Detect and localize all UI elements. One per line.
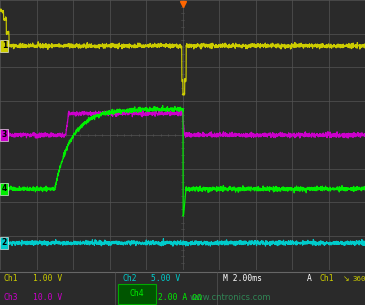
Text: A: A <box>307 274 311 283</box>
Text: 1.00 V: 1.00 V <box>33 274 62 283</box>
Text: 360mV: 360mV <box>352 276 365 282</box>
Text: Ch4: Ch4 <box>130 289 145 298</box>
Text: 5.00 V: 5.00 V <box>151 274 181 283</box>
Text: M 2.00ms: M 2.00ms <box>223 274 262 283</box>
Text: Ch2: Ch2 <box>122 274 137 283</box>
Text: Ch3: Ch3 <box>4 293 18 302</box>
Text: ↘: ↘ <box>343 274 350 283</box>
Text: 10.0 V: 10.0 V <box>33 293 62 302</box>
Text: 1: 1 <box>2 41 7 50</box>
Text: Ch1: Ch1 <box>4 274 18 283</box>
Text: 4: 4 <box>2 185 7 193</box>
Text: 2: 2 <box>2 239 7 247</box>
Text: www.cntronics.com: www.cntronics.com <box>190 293 271 302</box>
Text: 2.00 A ΩΩ: 2.00 A ΩΩ <box>158 293 201 302</box>
Text: Ch1: Ch1 <box>319 274 334 283</box>
FancyBboxPatch shape <box>118 284 156 303</box>
Text: 3: 3 <box>2 131 7 139</box>
